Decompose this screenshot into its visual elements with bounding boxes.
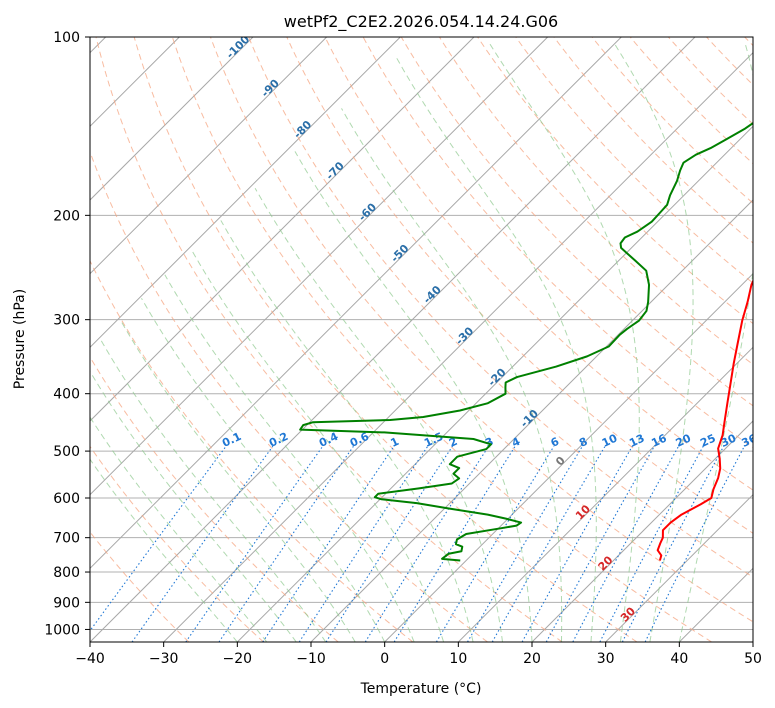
moist-adiabat [254, 187, 504, 642]
mixing-ratio-line [467, 445, 583, 642]
plot-frame [89, 36, 754, 643]
mixing-ratio-label: 20 [674, 431, 694, 449]
dry-adiabat [439, 37, 753, 366]
dewpoint-profile-line [299, 121, 753, 562]
x-tick-label: −30 [149, 651, 179, 667]
dry-adiabat [248, 37, 753, 578]
dry-adiabat [90, 445, 264, 642]
x-tick-label: −40 [75, 651, 105, 667]
dry-adiabat [629, 37, 753, 165]
moist-adiabat [190, 248, 445, 642]
mixing-ratio-line [262, 445, 395, 642]
mixing-ratio-label: 30 [719, 431, 739, 449]
moist-adiabat [119, 319, 356, 642]
x-tick-label: 20 [523, 651, 541, 667]
moist-adiabat [488, 41, 640, 642]
mixing-ratio-line [644, 445, 745, 642]
x-tick-label: 10 [449, 651, 467, 667]
x-tick-label: −10 [296, 651, 326, 667]
moist-adiabat [90, 370, 297, 642]
isotherm-line [90, 37, 254, 201]
mixing-ratio-line [131, 445, 274, 642]
mixing-ratio-label: 36 [740, 431, 760, 449]
y-tick-label: 900 [53, 595, 80, 611]
dry-adiabat [362, 37, 753, 449]
mixing-ratio-line [599, 445, 704, 642]
y-tick-label: 100 [53, 30, 80, 46]
moist-adiabat [678, 41, 753, 642]
moist-adiabat [395, 56, 597, 642]
dry-adiabat [324, 37, 753, 491]
isotherm-line [384, 272, 753, 642]
y-tick-label: 600 [53, 491, 80, 507]
isotherm-line [531, 420, 753, 642]
isotherm-line [90, 37, 696, 642]
x-tick-label: 30 [597, 651, 615, 667]
mixing-ratio-line [621, 445, 725, 642]
mixing-ratio-line [90, 445, 227, 632]
y-tick-label: 300 [53, 313, 80, 329]
y-tick-label: 800 [53, 565, 80, 581]
moist-adiabat [90, 416, 268, 642]
moist-adiabat [294, 151, 533, 642]
dry-adiabat [400, 37, 753, 407]
dry-adiabat [90, 259, 414, 642]
moist-adiabat [100, 339, 327, 642]
isotherm-line [90, 37, 401, 349]
x-axis-label: Temperature (°C) [360, 681, 482, 697]
isotherm-line [90, 37, 475, 422]
isotherm-line [163, 51, 753, 642]
moist-adiabat [164, 274, 415, 642]
moist-adiabat [613, 41, 694, 642]
axes: −40 −30 −20 −10 0 10 20 30 40 50 100 200 300 400 500 60… [44, 30, 762, 667]
y-tick-label: 500 [53, 444, 80, 460]
isotherm-line [605, 493, 753, 642]
moist-adiabat [341, 108, 563, 642]
profile-lines [299, 121, 753, 562]
background-grid [90, 37, 753, 642]
isotherm-line [90, 37, 328, 275]
y-tick-label: 1000 [44, 622, 80, 638]
mixing-ratio-label: 10 [600, 431, 620, 449]
mixing-ratio-line [364, 445, 490, 642]
y-tick-label: 400 [53, 387, 80, 403]
mixing-ratio-line [545, 445, 655, 642]
x-tick-label: 0 [380, 651, 389, 667]
x-tick-label: −20 [223, 651, 253, 667]
dry-adiabat [133, 37, 638, 642]
y-tick-label: 700 [53, 531, 80, 547]
mixing-ratio-label: 13 [627, 432, 646, 450]
dry-adiabat [553, 37, 753, 244]
x-tick-label: 40 [670, 651, 688, 667]
chart-title: wetPf2_C2E2.2026.054.14.24.G06 [284, 12, 558, 32]
mixing-ratio-line [298, 445, 429, 642]
dry-adiabat [515, 37, 753, 284]
mixing-ratio-line [325, 445, 454, 642]
dry-adiabat [95, 37, 563, 642]
mixing-ratio-line [521, 445, 633, 642]
temperature-profile-line [656, 278, 753, 561]
isotherm-line [90, 37, 622, 570]
isotherm-line [236, 125, 753, 642]
y-axis-label: Pressure (hPa) [12, 289, 28, 389]
mixing-ratio-line [572, 445, 680, 642]
dry-adiabat [210, 37, 753, 623]
mixing-ratio-label: 16 [649, 431, 669, 449]
moist-adiabat [220, 220, 474, 642]
y-tick-label: 200 [53, 208, 80, 224]
x-tick-label: 50 [744, 651, 762, 667]
mixing-ratio-line [491, 445, 606, 642]
moist-adiabat [90, 458, 238, 642]
moist-adiabat [141, 297, 386, 642]
mixing-ratio-label: 25 [698, 432, 717, 450]
